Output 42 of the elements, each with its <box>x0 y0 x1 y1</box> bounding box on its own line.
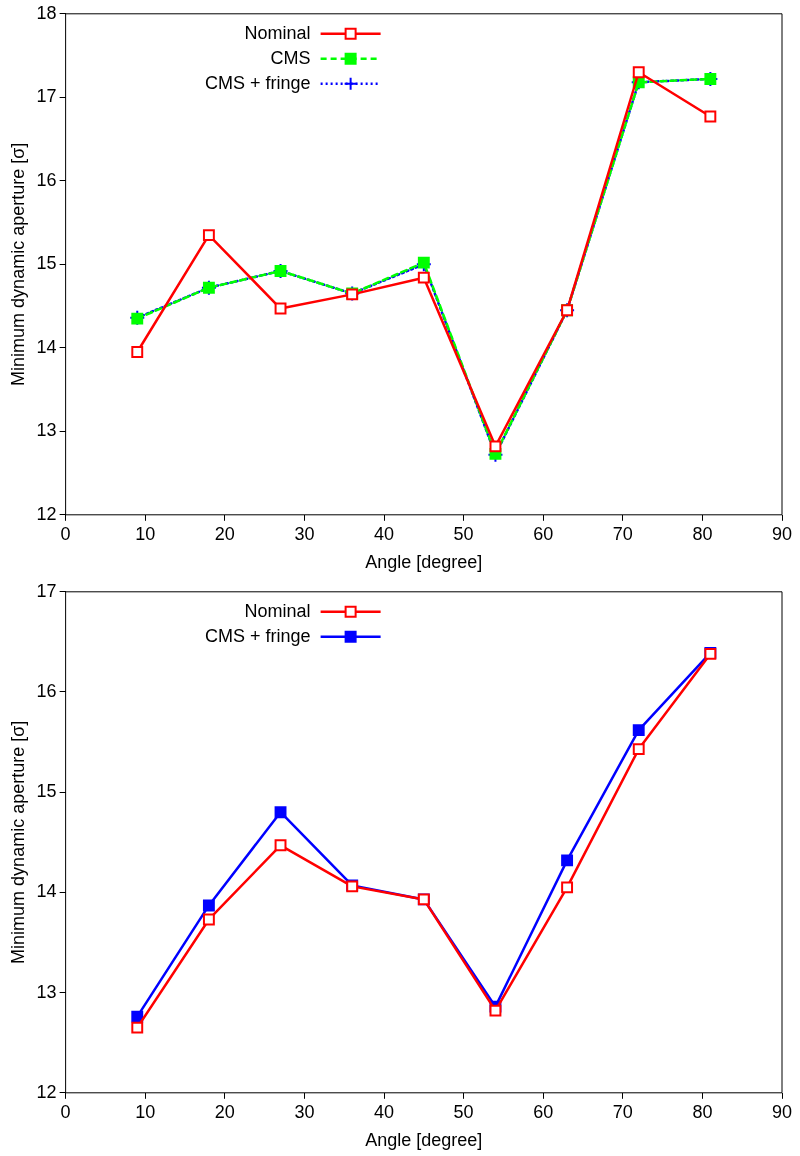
x-tick-label: 80 <box>692 523 713 544</box>
legend-label: CMS + fringe <box>205 72 311 93</box>
x-tick-label: 50 <box>453 523 474 544</box>
y-tick-label: 12 <box>36 1081 57 1102</box>
legend-label: CMS <box>270 47 311 68</box>
x-tick-label: 60 <box>533 523 554 544</box>
x-tick-label: 50 <box>453 1101 474 1122</box>
x-tick-label: 30 <box>294 523 315 544</box>
y-axis-title: Minimum dynamic aperture [σ] <box>7 142 28 386</box>
legend-label: Nominal <box>244 600 311 621</box>
x-tick-label: 80 <box>692 1101 713 1122</box>
x-tick-label: 90 <box>771 1101 793 1122</box>
y-tick-label: 15 <box>36 781 57 802</box>
y-tick-label: 16 <box>36 169 57 190</box>
x-tick-label: 0 <box>60 523 71 544</box>
y-tick-label: 14 <box>36 336 57 357</box>
x-tick-label: 20 <box>214 523 235 544</box>
x-tick-label: 10 <box>135 1101 156 1122</box>
x-tick-label: 40 <box>374 523 395 544</box>
x-tick-label: 70 <box>612 1101 633 1122</box>
y-tick-label: 15 <box>36 253 57 274</box>
y-tick-label: 16 <box>36 680 57 701</box>
y-tick-label: 17 <box>36 580 57 601</box>
x-tick-label: 90 <box>771 523 793 544</box>
y-axis-title: Minimum dynamic aperture [σ] <box>7 720 28 964</box>
legend-label: CMS + fringe <box>205 625 311 646</box>
y-tick-label: 12 <box>36 503 57 524</box>
x-tick-label: 10 <box>135 523 156 544</box>
x-tick-label: 60 <box>533 1101 554 1122</box>
x-tick-label: 20 <box>214 1101 235 1122</box>
x-tick-label: 0 <box>60 1101 71 1122</box>
x-axis-title: Angle [degree] <box>365 1130 483 1151</box>
y-tick-label: 14 <box>36 881 57 902</box>
x-tick-label: 30 <box>294 1101 315 1122</box>
y-tick-label: 13 <box>36 420 57 441</box>
y-tick-label: 17 <box>36 86 57 107</box>
x-axis-title: Angle [degree] <box>365 552 483 573</box>
x-tick-label: 40 <box>374 1101 395 1122</box>
x-tick-label: 70 <box>612 523 633 544</box>
y-tick-label: 13 <box>36 981 57 1002</box>
legend-label: Nominal <box>244 22 311 43</box>
y-tick-label: 18 <box>36 2 57 23</box>
